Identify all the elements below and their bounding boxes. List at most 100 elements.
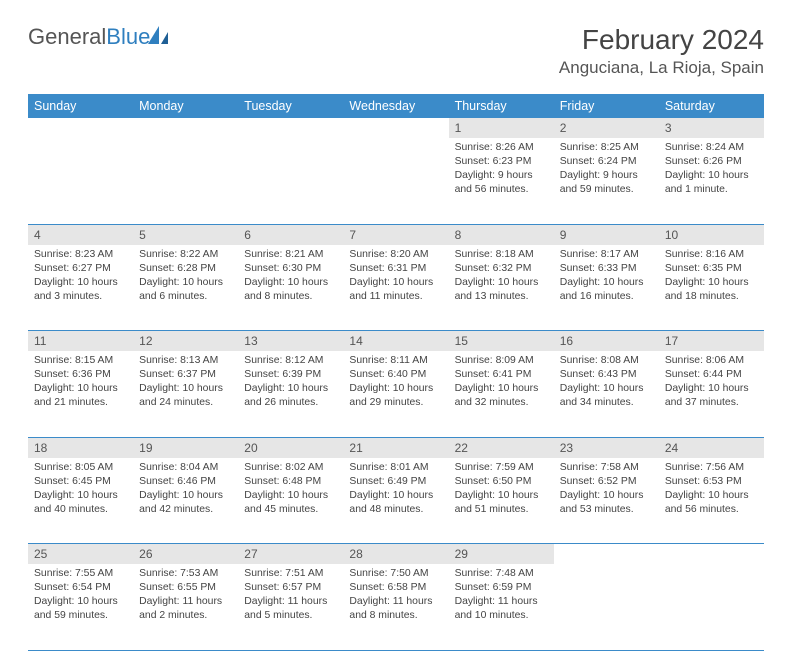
sunrise-text: Sunrise: 8:15 AM xyxy=(34,354,127,368)
daylight-text: Daylight: 10 hours and 59 minutes. xyxy=(34,595,127,623)
weekday-header: Tuesday xyxy=(238,94,343,118)
daynum-row: 123 xyxy=(28,118,764,138)
day-detail-cell: Sunrise: 8:23 AMSunset: 6:27 PMDaylight:… xyxy=(28,245,133,331)
daylight-text: Daylight: 10 hours and 26 minutes. xyxy=(244,382,337,410)
sunrise-text: Sunrise: 7:53 AM xyxy=(139,567,232,581)
sunrise-text: Sunrise: 7:48 AM xyxy=(455,567,548,581)
day-number-cell: 17 xyxy=(659,331,764,352)
day-detail-cell: Sunrise: 8:18 AMSunset: 6:32 PMDaylight:… xyxy=(449,245,554,331)
logo: GeneralBlue xyxy=(28,24,172,50)
sunrise-text: Sunrise: 8:05 AM xyxy=(34,461,127,475)
day-detail-cell: Sunrise: 7:56 AMSunset: 6:53 PMDaylight:… xyxy=(659,458,764,544)
daylight-text: Daylight: 10 hours and 51 minutes. xyxy=(455,489,548,517)
day-number-cell: 5 xyxy=(133,224,238,245)
daylight-text: Daylight: 10 hours and 16 minutes. xyxy=(560,276,653,304)
sunset-text: Sunset: 6:32 PM xyxy=(455,262,548,276)
day-number-cell: 18 xyxy=(28,437,133,458)
daynum-row: 11121314151617 xyxy=(28,331,764,352)
sunrise-text: Sunrise: 8:26 AM xyxy=(455,141,548,155)
weekday-header: Wednesday xyxy=(343,94,448,118)
day-number-cell: 19 xyxy=(133,437,238,458)
sunset-text: Sunset: 6:37 PM xyxy=(139,368,232,382)
daylight-text: Daylight: 10 hours and 24 minutes. xyxy=(139,382,232,410)
sunset-text: Sunset: 6:27 PM xyxy=(34,262,127,276)
sunset-text: Sunset: 6:36 PM xyxy=(34,368,127,382)
daylight-text: Daylight: 10 hours and 8 minutes. xyxy=(244,276,337,304)
day-number-cell: 2 xyxy=(554,118,659,138)
detail-row: Sunrise: 8:15 AMSunset: 6:36 PMDaylight:… xyxy=(28,351,764,437)
sunset-text: Sunset: 6:52 PM xyxy=(560,475,653,489)
sunrise-text: Sunrise: 7:50 AM xyxy=(349,567,442,581)
daynum-row: 2526272829 xyxy=(28,544,764,565)
sunrise-text: Sunrise: 8:22 AM xyxy=(139,248,232,262)
daylight-text: Daylight: 10 hours and 42 minutes. xyxy=(139,489,232,517)
day-number-cell: 3 xyxy=(659,118,764,138)
sunrise-text: Sunrise: 8:25 AM xyxy=(560,141,653,155)
daylight-text: Daylight: 11 hours and 5 minutes. xyxy=(244,595,337,623)
sunset-text: Sunset: 6:30 PM xyxy=(244,262,337,276)
sunset-text: Sunset: 6:23 PM xyxy=(455,155,548,169)
day-number-cell: 11 xyxy=(28,331,133,352)
sunset-text: Sunset: 6:24 PM xyxy=(560,155,653,169)
sunrise-text: Sunrise: 7:59 AM xyxy=(455,461,548,475)
sunrise-text: Sunrise: 7:51 AM xyxy=(244,567,337,581)
daylight-text: Daylight: 11 hours and 2 minutes. xyxy=(139,595,232,623)
sunrise-text: Sunrise: 8:23 AM xyxy=(34,248,127,262)
day-number-cell: 21 xyxy=(343,437,448,458)
daylight-text: Daylight: 10 hours and 6 minutes. xyxy=(139,276,232,304)
day-detail-cell: Sunrise: 8:12 AMSunset: 6:39 PMDaylight:… xyxy=(238,351,343,437)
sunrise-text: Sunrise: 8:12 AM xyxy=(244,354,337,368)
day-number-cell: 8 xyxy=(449,224,554,245)
day-detail-cell: Sunrise: 8:17 AMSunset: 6:33 PMDaylight:… xyxy=(554,245,659,331)
daylight-text: Daylight: 10 hours and 32 minutes. xyxy=(455,382,548,410)
day-detail-cell: Sunrise: 8:13 AMSunset: 6:37 PMDaylight:… xyxy=(133,351,238,437)
day-detail-cell: Sunrise: 7:58 AMSunset: 6:52 PMDaylight:… xyxy=(554,458,659,544)
day-detail-cell: Sunrise: 7:51 AMSunset: 6:57 PMDaylight:… xyxy=(238,564,343,650)
daylight-text: Daylight: 10 hours and 1 minute. xyxy=(665,169,758,197)
day-detail-cell: Sunrise: 8:24 AMSunset: 6:26 PMDaylight:… xyxy=(659,138,764,224)
day-detail-cell xyxy=(238,138,343,224)
sunrise-text: Sunrise: 8:06 AM xyxy=(665,354,758,368)
calendar-table: Sunday Monday Tuesday Wednesday Thursday… xyxy=(28,94,764,651)
sunset-text: Sunset: 6:55 PM xyxy=(139,581,232,595)
day-detail-cell: Sunrise: 7:55 AMSunset: 6:54 PMDaylight:… xyxy=(28,564,133,650)
sunset-text: Sunset: 6:59 PM xyxy=(455,581,548,595)
day-detail-cell: Sunrise: 7:59 AMSunset: 6:50 PMDaylight:… xyxy=(449,458,554,544)
daylight-text: Daylight: 10 hours and 56 minutes. xyxy=(665,489,758,517)
day-detail-cell xyxy=(659,564,764,650)
day-number-cell xyxy=(28,118,133,138)
day-detail-cell: Sunrise: 7:48 AMSunset: 6:59 PMDaylight:… xyxy=(449,564,554,650)
day-detail-cell: Sunrise: 8:04 AMSunset: 6:46 PMDaylight:… xyxy=(133,458,238,544)
logo-word2: Blue xyxy=(106,24,150,49)
day-number-cell xyxy=(133,118,238,138)
sunrise-text: Sunrise: 8:21 AM xyxy=(244,248,337,262)
sunset-text: Sunset: 6:54 PM xyxy=(34,581,127,595)
detail-row: Sunrise: 7:55 AMSunset: 6:54 PMDaylight:… xyxy=(28,564,764,650)
day-number-cell xyxy=(343,118,448,138)
daylight-text: Daylight: 10 hours and 37 minutes. xyxy=(665,382,758,410)
day-number-cell: 10 xyxy=(659,224,764,245)
day-detail-cell: Sunrise: 8:05 AMSunset: 6:45 PMDaylight:… xyxy=(28,458,133,544)
daylight-text: Daylight: 10 hours and 21 minutes. xyxy=(34,382,127,410)
day-detail-cell xyxy=(343,138,448,224)
sunset-text: Sunset: 6:41 PM xyxy=(455,368,548,382)
sunset-text: Sunset: 6:28 PM xyxy=(139,262,232,276)
sunset-text: Sunset: 6:26 PM xyxy=(665,155,758,169)
daynum-row: 18192021222324 xyxy=(28,437,764,458)
sunrise-text: Sunrise: 8:18 AM xyxy=(455,248,548,262)
sunset-text: Sunset: 6:39 PM xyxy=(244,368,337,382)
sunset-text: Sunset: 6:35 PM xyxy=(665,262,758,276)
sunset-text: Sunset: 6:33 PM xyxy=(560,262,653,276)
detail-row: Sunrise: 8:05 AMSunset: 6:45 PMDaylight:… xyxy=(28,458,764,544)
day-number-cell xyxy=(554,544,659,565)
detail-row: Sunrise: 8:23 AMSunset: 6:27 PM Daylight:… xyxy=(28,245,764,331)
daylight-text: Daylight: 9 hours and 59 minutes. xyxy=(560,169,653,197)
day-number-cell: 28 xyxy=(343,544,448,565)
day-number-cell: 20 xyxy=(238,437,343,458)
day-number-cell: 12 xyxy=(133,331,238,352)
day-number-cell: 15 xyxy=(449,331,554,352)
day-detail-cell xyxy=(554,564,659,650)
sunrise-text: Sunrise: 8:02 AM xyxy=(244,461,337,475)
day-detail-cell: Sunrise: 8:06 AMSunset: 6:44 PMDaylight:… xyxy=(659,351,764,437)
day-detail-cell: Sunrise: 7:53 AMSunset: 6:55 PMDaylight:… xyxy=(133,564,238,650)
